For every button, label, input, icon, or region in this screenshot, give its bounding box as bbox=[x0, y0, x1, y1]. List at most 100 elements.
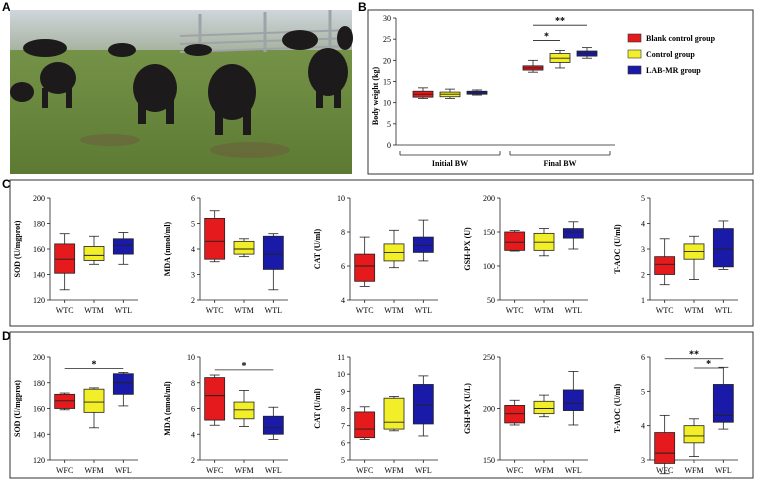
chart-d4-box-2-box bbox=[562, 389, 584, 411]
chart-ytick-label: 2 bbox=[191, 296, 195, 305]
chart-ylabel: CAT (U/ml) bbox=[313, 228, 322, 269]
chart-ytick-label: 6 bbox=[341, 439, 345, 448]
chart-ytick-label: 120 bbox=[33, 456, 45, 465]
chart-category-label: WFM bbox=[234, 466, 253, 475]
chart-c4: 50 100 150 200 GSH-PX (U) WTC WTM WTL bbox=[463, 194, 588, 315]
legend-swatch-blank bbox=[627, 33, 642, 43]
chart-sig-star: * bbox=[92, 360, 97, 371]
chart-d5-box-2-box bbox=[712, 384, 734, 423]
chart-category-label: WFC bbox=[206, 466, 223, 475]
chart-category-label: WTL bbox=[115, 306, 132, 315]
panel-c-frame bbox=[9, 179, 754, 327]
chart-ytick-label: 8 bbox=[341, 405, 345, 414]
chart-category-label: WFL bbox=[715, 466, 732, 475]
chart-d1-box-0-box bbox=[54, 393, 76, 409]
chart-d4-box-0-box bbox=[504, 405, 526, 424]
chart-d3-box-2-box bbox=[412, 384, 434, 425]
chart-c5: 1 2 3 4 5 T-AOC (U/ml) WTC WTM WTL bbox=[613, 194, 738, 315]
chart-c5-box-0-box bbox=[654, 256, 676, 275]
chart-d5-box-0-box bbox=[654, 432, 676, 464]
chart-ytick-label: 10 bbox=[337, 194, 345, 203]
chart-category-label: WFL bbox=[115, 466, 132, 475]
chart-ytick-label: 6 bbox=[641, 353, 645, 362]
chart-ylabel: T-AOC (U/ml) bbox=[613, 384, 622, 434]
chart-ytick-label: 180 bbox=[33, 220, 45, 229]
chart-c4-box-0-box bbox=[504, 231, 526, 251]
chart-ytick-label: 150 bbox=[483, 228, 495, 237]
chart-c3-box-0-box bbox=[354, 253, 376, 282]
chart-c3: 4 6 8 10 CAT (U/ml) WTC WTM WTL bbox=[313, 194, 438, 315]
panel-letter-c: C bbox=[2, 177, 11, 191]
chart-category-label: WTC bbox=[506, 306, 524, 315]
panel-letter-a: A bbox=[2, 0, 11, 14]
chart-ytick-label: 200 bbox=[483, 405, 495, 414]
chart-ylabel: MDA (nmol/ml) bbox=[163, 381, 172, 436]
chart-d1-box-2-box bbox=[112, 373, 134, 395]
panel-b-ytick-label: 5 bbox=[387, 120, 391, 129]
panel-letter-b: B bbox=[358, 0, 367, 14]
chart-ytick-label: 4 bbox=[191, 430, 195, 439]
chart-category-label: WFC bbox=[506, 466, 523, 475]
chart-ytick-label: 5 bbox=[641, 194, 645, 203]
chart-ytick-label: 10 bbox=[337, 370, 345, 379]
panel-b-ytick-label: 20 bbox=[383, 56, 391, 65]
legend-label-blank: Blank control group bbox=[646, 34, 716, 43]
chart-ytick-label: 140 bbox=[33, 271, 45, 280]
chart-category-label: WTL bbox=[565, 306, 582, 315]
chart-ytick-label: 2 bbox=[641, 271, 645, 280]
chart-ylabel: SOD (U/mgprot) bbox=[13, 380, 22, 437]
chart-category-label: WTL bbox=[265, 306, 282, 315]
chart-d2: 2 4 6 8 10 MDA (nmol/ml) WFC WFM WFL * bbox=[163, 353, 288, 475]
panel-b-ytick-label: 15 bbox=[383, 78, 391, 87]
chart-ytick-label: 150 bbox=[483, 456, 495, 465]
panel-b-sig-star: ** bbox=[555, 16, 565, 27]
chart-ytick-label: 200 bbox=[483, 194, 495, 203]
chart-ylabel: T-AOC (U/ml) bbox=[613, 224, 622, 274]
chart-d3-box-1-box bbox=[383, 397, 405, 430]
chart-ylabel: CAT (U/ml) bbox=[313, 388, 322, 429]
chart-ytick-label: 8 bbox=[341, 228, 345, 237]
chart-ytick-label: 3 bbox=[641, 245, 645, 254]
chart-category-label: WTC bbox=[656, 306, 674, 315]
chart-sig-star: ** bbox=[689, 350, 699, 361]
chart-ytick-label: 8 bbox=[191, 379, 195, 388]
chart-category-label: WTC bbox=[206, 306, 224, 315]
panel-b-ytick-label: 0 bbox=[387, 141, 391, 150]
chart-ylabel: GSH-PX (U/L) bbox=[463, 383, 472, 434]
chart-ytick-label: 6 bbox=[191, 405, 195, 414]
chart-ytick-label: 50 bbox=[487, 296, 495, 305]
chart-d4-box-1-box bbox=[533, 400, 555, 415]
chart-c1-box-2-box bbox=[112, 238, 134, 255]
chart-d1-box-1-box bbox=[83, 388, 105, 413]
chart-ytick-label: 4 bbox=[341, 296, 345, 305]
chart-d1: 120 140 160 180 200 SOD (U/mgprot) WFC WFM WFL * bbox=[13, 353, 138, 475]
chart-ytick-label: 2 bbox=[191, 456, 195, 465]
chart-ytick-label: 6 bbox=[341, 262, 345, 271]
chart-category-label: WFM bbox=[84, 466, 103, 475]
chart-c1-box-0-box bbox=[54, 243, 76, 274]
chart-sig-star: * bbox=[242, 361, 247, 372]
chart-category-label: WTM bbox=[84, 306, 104, 315]
yak-herd bbox=[10, 26, 353, 135]
chart-ylabel: GSH-PX (U) bbox=[463, 227, 472, 271]
chart-category-label: WFC bbox=[56, 466, 73, 475]
chart-d5-box-1-box bbox=[683, 425, 705, 444]
chart-d4: 150 200 250 GSH-PX (U/L) WFC WFM WFL bbox=[463, 353, 588, 475]
panel-b-legend: Blank control group Control group LAB-MR… bbox=[627, 33, 716, 75]
chart-category-label: WFM bbox=[534, 466, 553, 475]
panel-b-ylabel: Body weight (kg) bbox=[371, 67, 380, 126]
legend-label-lab: LAB-MR group bbox=[646, 66, 701, 75]
chart-category-label: WTL bbox=[415, 306, 432, 315]
chart-category-label: WFL bbox=[415, 466, 432, 475]
dirt-patches bbox=[80, 134, 290, 158]
chart-ytick-label: 11 bbox=[337, 353, 345, 362]
chart-category-label: WTC bbox=[56, 306, 74, 315]
panel-b-body-weight-chart: Body weight (kg) 0 5 10 15 20 25 30 Initial BW F… bbox=[367, 9, 754, 175]
panel-b-ytick-label: 10 bbox=[383, 99, 391, 108]
chart-c2-box-1-box bbox=[233, 240, 255, 255]
chart-ylabel: MDA (nmol/ml) bbox=[163, 221, 172, 276]
chart-ytick-label: 160 bbox=[33, 405, 45, 414]
chart-ytick-label: 7 bbox=[341, 422, 345, 431]
chart-d2-box-2-box bbox=[262, 415, 284, 435]
panel-b-ytick-label: 30 bbox=[383, 14, 391, 23]
